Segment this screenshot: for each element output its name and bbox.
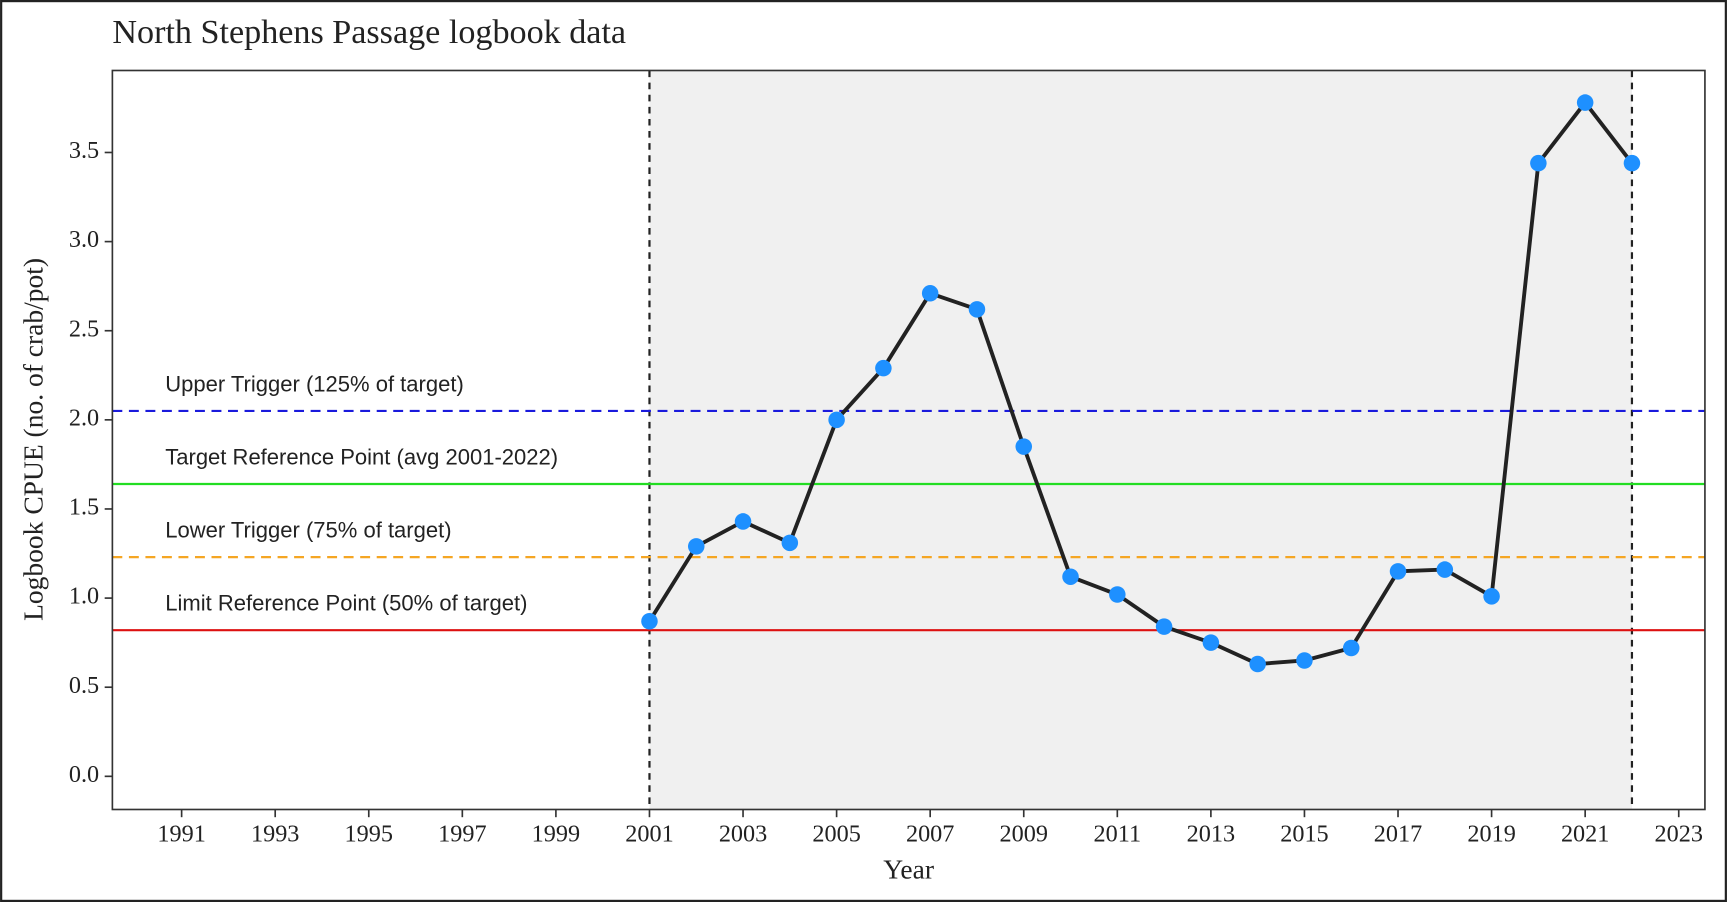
data-point (1155, 618, 1173, 635)
x-tick-label: 2015 (1280, 820, 1328, 847)
data-point (1530, 154, 1547, 172)
data-point (1342, 639, 1360, 657)
x-tick-label: 2003 (719, 820, 767, 847)
x-tick-label: 2007 (906, 820, 954, 847)
y-tick-label: 0.5 (69, 672, 99, 699)
data-point (781, 534, 799, 552)
data-point (875, 359, 892, 377)
x-tick-label: 1999 (532, 820, 580, 847)
series-line (647, 100, 1634, 666)
y-tick-label: 1.0 (69, 583, 99, 610)
data-point (1015, 438, 1033, 455)
data-point (828, 411, 845, 429)
y-tick-label: 3.0 (69, 226, 99, 253)
x-tick-label: 1997 (438, 820, 486, 847)
data-point (1296, 652, 1313, 669)
x-tick-label: 2019 (1467, 820, 1515, 847)
x-tick-label: 2023 (1655, 820, 1703, 847)
data-point (734, 513, 752, 530)
x-tick-label: 2001 (625, 820, 673, 847)
data-point (687, 538, 705, 555)
x-tick-label: 2009 (1000, 820, 1048, 847)
x-tick-label: 2011 (1094, 820, 1142, 847)
x-tick-label: 2021 (1561, 820, 1609, 847)
y-tick-label: 2.0 (69, 404, 99, 431)
data-point (1062, 568, 1079, 585)
reference-label: Target Reference Point (avg 2001-2022) (165, 444, 558, 469)
data-point (1249, 655, 1266, 673)
data-point (1436, 561, 1454, 578)
chart-title: North Stephens Passage logbook data (112, 14, 626, 51)
x-tick-label: 1995 (345, 820, 393, 847)
data-point (1576, 94, 1594, 111)
y-tick-label: 1.5 (69, 494, 99, 521)
data-point (1202, 634, 1220, 651)
data-point (1389, 563, 1407, 580)
y-tick-label: 0.0 (69, 761, 99, 788)
shaded-period (649, 70, 1632, 810)
x-tick-label: 1991 (157, 820, 205, 847)
data-point (968, 301, 986, 318)
x-axis-label: Year (883, 854, 934, 885)
reference-label: Limit Reference Point (50% of target) (165, 591, 527, 616)
reference-label: Lower Trigger (75% of target) (165, 518, 451, 543)
y-tick-label: 2.5 (69, 315, 99, 342)
x-tick-label: 2017 (1374, 820, 1422, 847)
reference-label: Upper Trigger (125% of target) (165, 371, 464, 396)
x-tick-label: 2005 (812, 820, 860, 847)
plot-border (111, 69, 1706, 811)
y-axis-label: Logbook CPUE (no. of crab/pot) (18, 258, 49, 621)
data-point (1623, 154, 1641, 172)
data-point (641, 613, 658, 630)
x-tick-label: 1993 (251, 820, 299, 847)
data-point (1109, 586, 1126, 603)
data-point (921, 285, 939, 302)
y-tick-label: 3.5 (69, 137, 99, 164)
data-point (1483, 588, 1500, 605)
x-tick-label: 2013 (1187, 820, 1235, 847)
